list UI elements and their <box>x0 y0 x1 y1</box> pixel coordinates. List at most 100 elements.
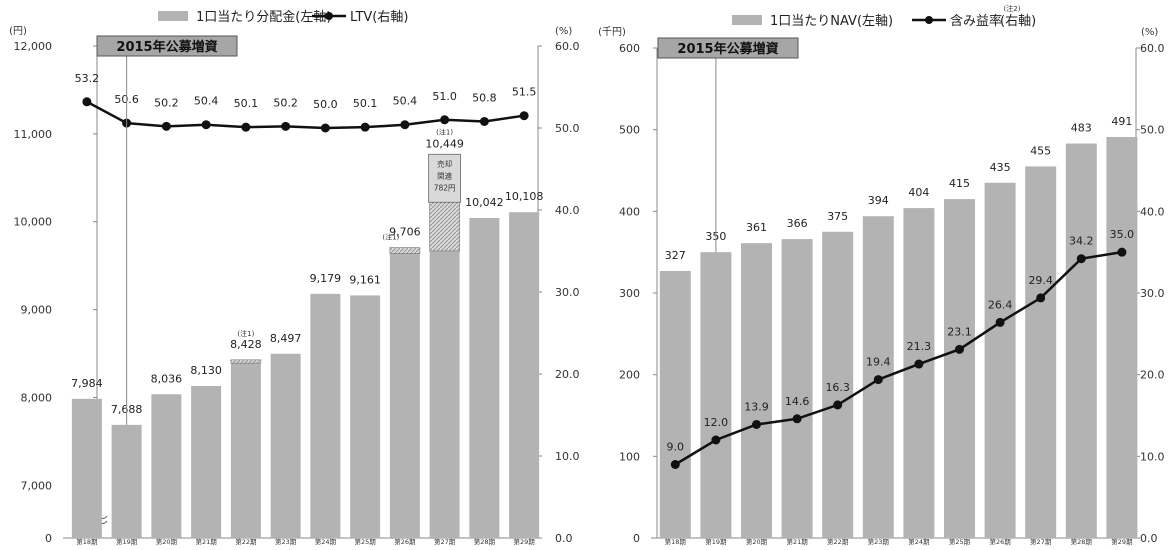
y-left-tick-label: 12,000 <box>14 40 53 53</box>
line-value-label: 13.9 <box>744 400 769 413</box>
y-left-tick-label: 600 <box>619 42 640 55</box>
bar <box>71 398 102 538</box>
line-point <box>914 359 924 369</box>
offering-banner <box>657 37 799 59</box>
offering-banner-text: 2015年公募増資 <box>116 39 217 55</box>
y-right-tick-label: 50.0 <box>555 122 580 135</box>
x-tick-label: 第20期 <box>156 537 178 546</box>
line-point <box>995 317 1005 327</box>
line-value-label: 16.3 <box>825 381 850 394</box>
bar-value-label: 483 <box>1071 122 1092 135</box>
line-point <box>955 344 964 354</box>
bar-value-label: 10,449 <box>425 137 464 150</box>
line-point <box>519 111 529 121</box>
x-tick-label: 第29期 <box>1111 537 1133 546</box>
y-right-tick-label: 10.0 <box>555 450 580 463</box>
x-tick-label: 第25期 <box>354 537 376 546</box>
bar <box>700 252 732 538</box>
bar <box>984 182 1016 538</box>
y-right-tick-label: 30.0 <box>555 286 580 299</box>
line-value-label: 50.4 <box>393 95 418 108</box>
y-left-tick-label: 11,000 <box>14 128 53 141</box>
x-tick-label: 第20期 <box>746 537 768 546</box>
bar <box>469 218 500 538</box>
bar <box>310 293 341 538</box>
bar <box>350 295 381 538</box>
x-tick-label: 第26期 <box>989 537 1011 546</box>
line-value-label: 9.0 <box>667 441 685 454</box>
line-value-label: 50.0 <box>313 98 338 111</box>
line-point <box>711 435 721 445</box>
line-value-label: 23.1 <box>947 325 972 338</box>
bar <box>389 247 420 538</box>
x-tick-label: 第28期 <box>1071 537 1093 546</box>
bar-value-label: 8,428 <box>230 338 262 351</box>
x-tick-label: 第25期 <box>949 537 971 546</box>
bar <box>741 243 772 538</box>
line-value-label: 50.1 <box>234 97 259 110</box>
line-value-label: 50.2 <box>154 96 179 109</box>
right-axis-unit: (%) <box>555 26 572 37</box>
bar-value-label: 9,179 <box>310 272 342 285</box>
bar-value-label: 415 <box>949 177 970 190</box>
line-value-label: 19.4 <box>866 356 891 369</box>
line-value-label: 21.3 <box>907 340 932 353</box>
series-line <box>86 100 525 130</box>
line-point <box>360 122 370 132</box>
y-left-tick-label: 300 <box>619 287 640 300</box>
bar-value-label: 10,108 <box>505 190 544 203</box>
line-value-label: 51.0 <box>432 90 457 103</box>
x-tick-label: 第27期 <box>1030 537 1052 546</box>
bar-value-label: 327 <box>665 249 686 262</box>
series-line <box>674 250 1123 466</box>
line-point <box>752 419 761 429</box>
bar-value-label: 394 <box>868 194 889 207</box>
bar <box>903 208 935 539</box>
note-marker: (注1) <box>382 233 399 242</box>
note-marker: (注1) <box>237 329 254 338</box>
bar <box>659 270 691 538</box>
callout-text: 782円 <box>434 183 456 192</box>
bar-value-label: 435 <box>990 161 1011 174</box>
bar <box>191 386 222 538</box>
line-value-label: 26.4 <box>988 298 1013 311</box>
y-right-tick-label: 0.0 <box>1140 532 1158 545</box>
bar <box>1025 166 1057 538</box>
x-tick-label: 第22期 <box>827 537 849 546</box>
x-tick-label: 第19期 <box>705 537 727 546</box>
line-point <box>82 97 92 107</box>
line-point <box>281 121 291 131</box>
line-point <box>400 120 410 130</box>
line-value-label: 14.6 <box>785 395 810 408</box>
line-point <box>1117 247 1127 257</box>
bar <box>781 239 813 538</box>
x-tick-label: 第27期 <box>434 537 456 546</box>
line-point <box>320 123 330 133</box>
legend-line-marker <box>925 16 933 24</box>
line-value-label: 50.8 <box>472 91 497 104</box>
legend-label: 含み益率 <box>950 13 1002 29</box>
bar <box>111 424 142 538</box>
x-tick-label: 第26期 <box>394 537 416 546</box>
y-left-tick-label: 100 <box>619 450 640 463</box>
bar-value-label: 8,497 <box>270 332 302 345</box>
y-right-tick-label: 30.0 <box>1140 287 1165 300</box>
line-point <box>1036 293 1046 303</box>
x-tick-label: 第23期 <box>275 537 297 546</box>
bar-value-label: 9,706 <box>389 226 421 239</box>
y-left-tick-label: 0 <box>45 532 52 545</box>
bar <box>270 353 301 538</box>
bar <box>230 359 261 538</box>
callout-text: 関連 <box>437 170 452 180</box>
bar-value-label: 10,042 <box>465 196 504 209</box>
x-tick-label: 第18期 <box>665 537 687 546</box>
y-right-tick-label: 50.0 <box>1140 124 1165 137</box>
offering-banner-text: 2015年公募増資 <box>677 41 778 57</box>
bar <box>1106 137 1138 538</box>
line-point <box>792 414 802 424</box>
legend-line-marker <box>325 12 333 20</box>
x-tick-label: 第18期 <box>76 537 98 546</box>
bar-hatched-segment <box>230 359 262 364</box>
line-point <box>833 400 843 410</box>
